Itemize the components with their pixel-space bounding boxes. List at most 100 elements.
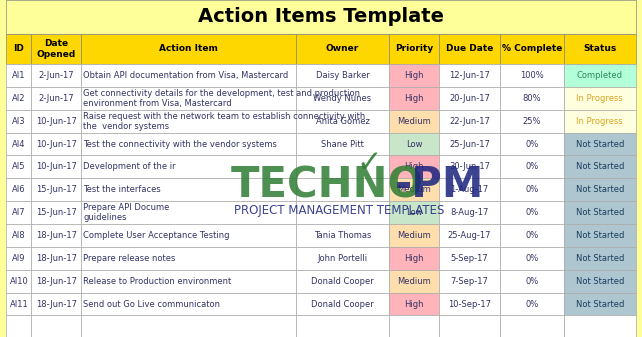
FancyBboxPatch shape bbox=[6, 224, 31, 247]
FancyBboxPatch shape bbox=[499, 270, 564, 293]
Text: Tania Thomas: Tania Thomas bbox=[314, 231, 371, 240]
FancyBboxPatch shape bbox=[564, 132, 636, 155]
FancyBboxPatch shape bbox=[6, 34, 31, 64]
FancyBboxPatch shape bbox=[564, 247, 636, 270]
FancyBboxPatch shape bbox=[499, 247, 564, 270]
FancyBboxPatch shape bbox=[296, 315, 389, 337]
FancyBboxPatch shape bbox=[6, 0, 636, 34]
Text: Anita Gomez: Anita Gomez bbox=[315, 117, 369, 126]
FancyBboxPatch shape bbox=[82, 293, 296, 315]
FancyBboxPatch shape bbox=[82, 110, 296, 132]
Text: Low: Low bbox=[406, 208, 422, 217]
Text: High: High bbox=[404, 300, 424, 309]
FancyBboxPatch shape bbox=[389, 247, 439, 270]
Text: ✓: ✓ bbox=[356, 149, 382, 178]
Text: Not Started: Not Started bbox=[576, 185, 624, 194]
Text: Medium: Medium bbox=[397, 277, 431, 286]
Text: Prepare API Docume: Prepare API Docume bbox=[83, 203, 169, 212]
Text: % Complete: % Complete bbox=[502, 44, 562, 53]
Text: AI3: AI3 bbox=[12, 117, 26, 126]
Text: 0%: 0% bbox=[525, 162, 539, 172]
FancyBboxPatch shape bbox=[6, 155, 31, 178]
FancyBboxPatch shape bbox=[296, 155, 389, 178]
Text: Medium: Medium bbox=[397, 117, 431, 126]
Text: AI1: AI1 bbox=[12, 71, 26, 80]
FancyBboxPatch shape bbox=[82, 315, 296, 337]
Text: AI2: AI2 bbox=[12, 94, 26, 103]
FancyBboxPatch shape bbox=[564, 293, 636, 315]
Text: TECHNO: TECHNO bbox=[231, 164, 424, 206]
FancyBboxPatch shape bbox=[6, 178, 31, 201]
Text: 100%: 100% bbox=[520, 71, 544, 80]
Text: High: High bbox=[404, 94, 424, 103]
Text: 10-Sep-17: 10-Sep-17 bbox=[448, 300, 491, 309]
Text: 25-Aug-17: 25-Aug-17 bbox=[447, 231, 491, 240]
FancyBboxPatch shape bbox=[82, 247, 296, 270]
FancyBboxPatch shape bbox=[499, 293, 564, 315]
Text: Completed: Completed bbox=[577, 71, 623, 80]
Text: Status: Status bbox=[583, 44, 616, 53]
Text: 10-Jun-17: 10-Jun-17 bbox=[36, 162, 77, 172]
FancyBboxPatch shape bbox=[6, 132, 31, 155]
FancyBboxPatch shape bbox=[296, 293, 389, 315]
FancyBboxPatch shape bbox=[389, 110, 439, 132]
Text: Shane Pitt: Shane Pitt bbox=[321, 140, 364, 149]
FancyBboxPatch shape bbox=[389, 270, 439, 293]
FancyBboxPatch shape bbox=[389, 178, 439, 201]
FancyBboxPatch shape bbox=[439, 201, 499, 224]
Text: AI11: AI11 bbox=[10, 300, 28, 309]
Text: Complete User Acceptance Testing: Complete User Acceptance Testing bbox=[83, 231, 230, 240]
FancyBboxPatch shape bbox=[82, 270, 296, 293]
Text: Date
Opened: Date Opened bbox=[37, 39, 76, 59]
Text: Medium: Medium bbox=[397, 185, 431, 194]
FancyBboxPatch shape bbox=[389, 201, 439, 224]
FancyBboxPatch shape bbox=[389, 34, 439, 64]
FancyBboxPatch shape bbox=[6, 293, 31, 315]
FancyBboxPatch shape bbox=[564, 110, 636, 132]
FancyBboxPatch shape bbox=[564, 178, 636, 201]
Text: 0%: 0% bbox=[525, 277, 539, 286]
Text: Action Items Template: Action Items Template bbox=[198, 7, 444, 26]
Text: Not Started: Not Started bbox=[576, 300, 624, 309]
FancyBboxPatch shape bbox=[6, 315, 31, 337]
Text: Action Item: Action Item bbox=[159, 44, 218, 53]
Text: AI10: AI10 bbox=[10, 277, 28, 286]
FancyBboxPatch shape bbox=[564, 270, 636, 293]
FancyBboxPatch shape bbox=[31, 178, 82, 201]
Text: John Portelli: John Portelli bbox=[317, 254, 367, 263]
Text: AI8: AI8 bbox=[12, 231, 26, 240]
FancyBboxPatch shape bbox=[31, 201, 82, 224]
FancyBboxPatch shape bbox=[296, 132, 389, 155]
Text: 80%: 80% bbox=[523, 94, 541, 103]
Text: 0%: 0% bbox=[525, 185, 539, 194]
Text: 18-Jun-17: 18-Jun-17 bbox=[36, 254, 77, 263]
Text: Send out Go Live communicaton: Send out Go Live communicaton bbox=[83, 300, 220, 309]
FancyBboxPatch shape bbox=[31, 87, 82, 110]
FancyBboxPatch shape bbox=[439, 64, 499, 87]
FancyBboxPatch shape bbox=[564, 224, 636, 247]
Text: Priority: Priority bbox=[395, 44, 433, 53]
FancyBboxPatch shape bbox=[499, 64, 564, 87]
Text: 0%: 0% bbox=[525, 254, 539, 263]
FancyBboxPatch shape bbox=[31, 110, 82, 132]
Text: 25-Jun-17: 25-Jun-17 bbox=[449, 140, 490, 149]
Text: Daisy Barker: Daisy Barker bbox=[315, 71, 369, 80]
FancyBboxPatch shape bbox=[31, 155, 82, 178]
FancyBboxPatch shape bbox=[439, 224, 499, 247]
FancyBboxPatch shape bbox=[439, 110, 499, 132]
FancyBboxPatch shape bbox=[31, 247, 82, 270]
Text: Not Started: Not Started bbox=[576, 140, 624, 149]
FancyBboxPatch shape bbox=[499, 132, 564, 155]
FancyBboxPatch shape bbox=[564, 64, 636, 87]
Text: In Progress: In Progress bbox=[577, 117, 623, 126]
Text: Test the connectivity with the vendor systems: Test the connectivity with the vendor sy… bbox=[83, 140, 277, 149]
Text: Raise request with the network team to establish connectivity with: Raise request with the network team to e… bbox=[83, 112, 366, 121]
Text: 22-Jun-17: 22-Jun-17 bbox=[449, 117, 490, 126]
Text: 10-Jun-17: 10-Jun-17 bbox=[36, 140, 77, 149]
Text: 12-Jun-17: 12-Jun-17 bbox=[449, 71, 490, 80]
FancyBboxPatch shape bbox=[499, 201, 564, 224]
Text: Development of the ir: Development of the ir bbox=[83, 162, 176, 172]
FancyBboxPatch shape bbox=[296, 201, 389, 224]
FancyBboxPatch shape bbox=[439, 293, 499, 315]
Text: ID: ID bbox=[13, 44, 24, 53]
